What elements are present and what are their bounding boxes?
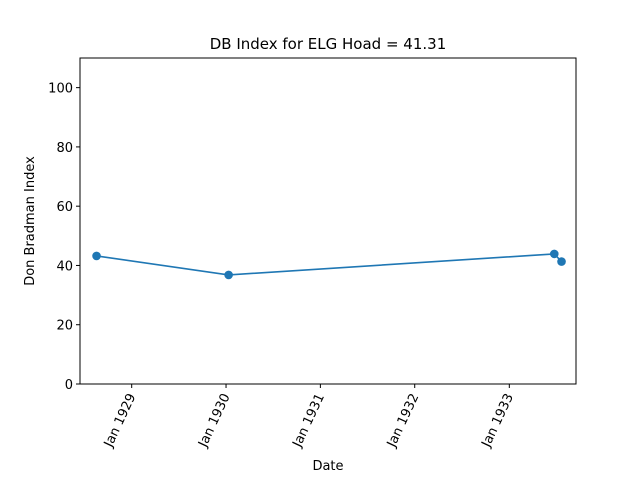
x-tick-label: Jan 1929 — [101, 391, 139, 450]
y-tick-label: 80 — [56, 141, 73, 156]
x-tick-label: Jan 1933 — [479, 391, 517, 450]
y-tick-label: 100 — [48, 82, 73, 97]
x-tick-label: Jan 1931 — [290, 391, 328, 450]
x-axis-label: Date — [312, 459, 343, 474]
data-point — [549, 249, 559, 259]
plot-frame — [79, 57, 577, 385]
data-point — [224, 270, 233, 280]
data-point — [92, 251, 101, 261]
series-line — [96, 253, 563, 276]
x-tick-label: Jan 1930 — [195, 391, 233, 450]
chart-title: DB Index for ELG Hoad = 41.31 — [210, 35, 447, 53]
y-tick-label: 40 — [56, 259, 73, 274]
y-axis-label: Don Bradman Index — [23, 156, 38, 286]
y-tick-label: 60 — [56, 200, 73, 215]
data-point — [557, 257, 566, 266]
y-tick-label: 20 — [56, 319, 73, 334]
axes-layer: 0 20 40 60 80 100 Jan 1929 Jan 1930 Jan 1931 Jan … — [48, 82, 517, 451]
x-tick-label: Jan 1932 — [384, 391, 422, 450]
plot-layer — [92, 249, 566, 280]
y-tick-label: 0 — [65, 378, 73, 393]
